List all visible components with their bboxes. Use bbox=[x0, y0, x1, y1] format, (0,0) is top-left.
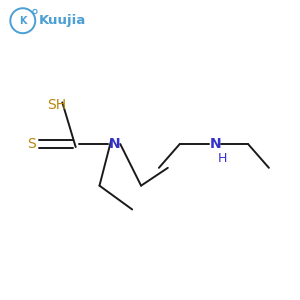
Text: N: N bbox=[109, 137, 120, 151]
Text: N: N bbox=[210, 137, 221, 151]
Text: S: S bbox=[27, 137, 35, 151]
Text: Kuujia: Kuujia bbox=[38, 14, 86, 27]
Text: SH: SH bbox=[47, 98, 66, 112]
Text: H: H bbox=[218, 152, 227, 165]
Text: K: K bbox=[19, 16, 26, 26]
